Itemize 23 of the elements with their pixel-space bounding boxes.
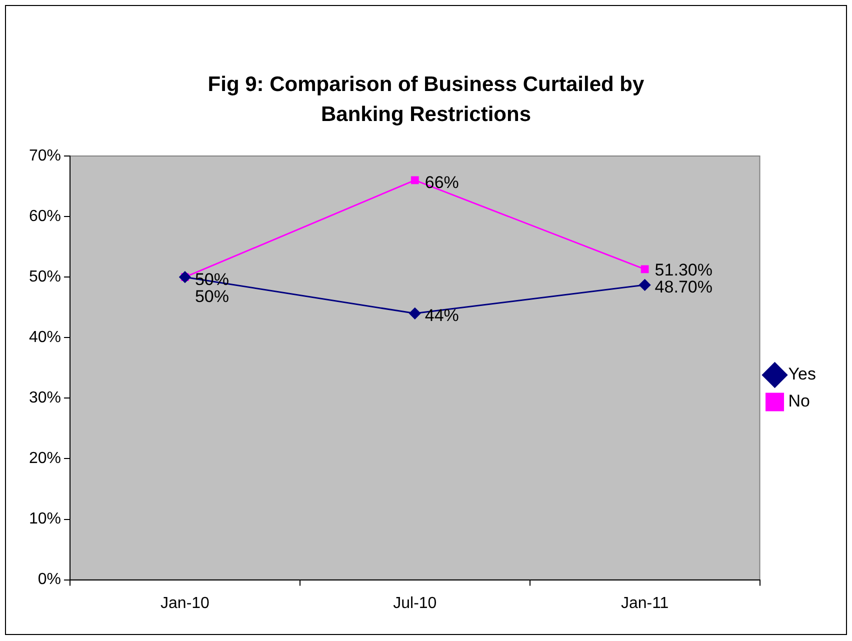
data-label: 66%	[424, 172, 459, 192]
y-tick-label: 0%	[38, 571, 62, 588]
data-label: 51.30%	[654, 260, 712, 280]
x-tick-label: Jan-10	[160, 594, 210, 612]
y-tick-label: 70%	[28, 147, 62, 164]
y-tick-label: 30%	[28, 390, 62, 407]
data-label: 50%	[194, 286, 230, 306]
y-tick-label: 20%	[28, 450, 62, 468]
y-tick-label: 40%	[28, 329, 62, 346]
data-label: 44%	[424, 306, 459, 326]
chart-title: Fig 9: Comparison of Business Curtailed by Banking Restrictions	[206, 72, 646, 128]
point	[640, 265, 649, 274]
x-tick-label: Jan-11	[620, 594, 669, 612]
point	[639, 279, 651, 291]
data-label: 48.70%	[654, 278, 712, 297]
point	[410, 176, 419, 184]
legend-label: No	[788, 392, 810, 411]
y-tick-label: 60%	[28, 208, 62, 225]
x-tick-label: Jul-10	[393, 594, 437, 612]
point	[409, 308, 421, 320]
y-tick-label: 50%	[28, 268, 62, 286]
y-tick-label: 10%	[28, 510, 62, 528]
legend-label: Yes	[788, 364, 816, 384]
